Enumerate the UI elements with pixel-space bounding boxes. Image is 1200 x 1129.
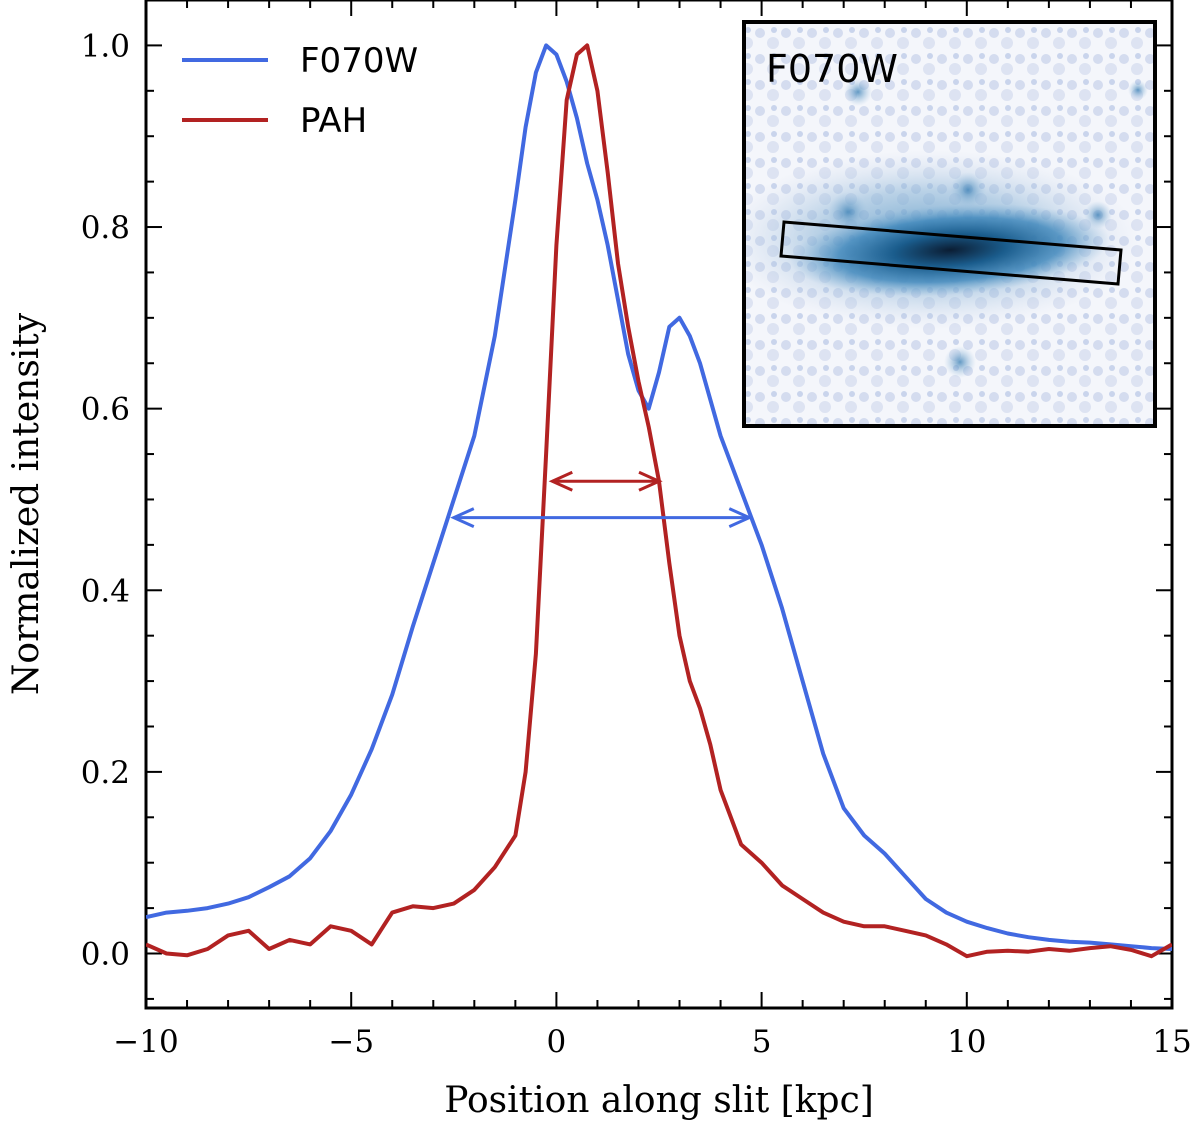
x-tick-label: −10	[113, 1024, 178, 1060]
inset-frame	[742, 20, 1157, 428]
inset-title: F070W	[766, 47, 898, 91]
y-tick-labels: 0.0 0.2 0.4 0.6 0.8 1.0	[81, 28, 130, 972]
fwhm-arrows	[450, 470, 753, 528]
y-tick-label: 0.8	[81, 210, 130, 246]
fwhm-arrow-head	[638, 470, 663, 492]
y-tick-label: 0.4	[81, 573, 130, 609]
series-line-pah	[146, 43, 1172, 959]
axis-ticks	[145, 0, 1173, 1008]
fwhm-arrow-head	[728, 507, 753, 528]
plot-frame	[144, 0, 1174, 1010]
x-tick-label: 0	[547, 1024, 567, 1060]
x-tick-labels: −10 −5 0 5 10 15	[113, 1024, 1191, 1060]
inset-image: F070W	[742, 20, 1157, 428]
y-tick-label: 1.0	[81, 28, 130, 64]
x-axis-label: Position along slit [kpc]	[444, 1080, 874, 1121]
fwhm-arrow-head	[450, 507, 475, 528]
slit-box	[779, 220, 1123, 286]
fwhm-arrow-head	[548, 470, 573, 492]
x-tick-label: 5	[752, 1024, 772, 1060]
x-tick-label: 15	[1152, 1024, 1191, 1060]
legend-label-f070w: F070W	[300, 41, 418, 81]
y-tick-label: 0.0	[81, 937, 130, 973]
y-tick-label: 0.6	[81, 392, 130, 428]
y-axis-label: Normalized intensity	[6, 312, 47, 695]
y-tick-label: 0.2	[81, 755, 130, 791]
legend: F070W PAH	[182, 41, 418, 141]
legend-label-pah: PAH	[300, 101, 367, 141]
x-tick-label: 10	[947, 1024, 986, 1060]
x-tick-label: −5	[328, 1024, 374, 1060]
